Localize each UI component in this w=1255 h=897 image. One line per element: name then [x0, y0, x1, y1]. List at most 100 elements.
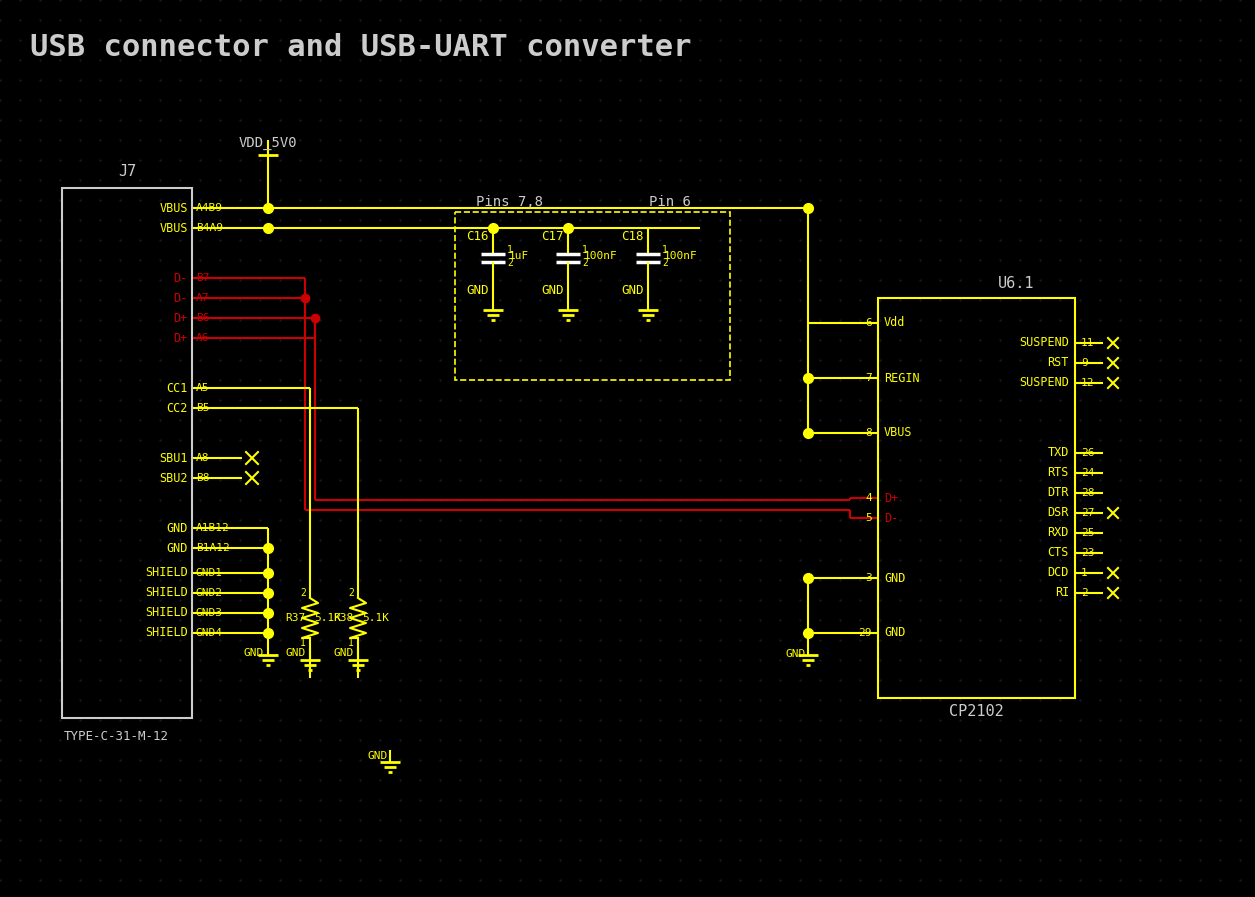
Text: TYPE-C-31-M-12: TYPE-C-31-M-12 [64, 729, 169, 743]
Text: 11: 11 [1081, 338, 1094, 348]
Text: Vdd: Vdd [884, 317, 905, 329]
Text: 9: 9 [1081, 358, 1088, 368]
Text: SHIELD: SHIELD [146, 567, 188, 579]
Text: 1uF: 1uF [510, 251, 530, 261]
Text: 7: 7 [865, 373, 872, 383]
Text: B4A9: B4A9 [196, 223, 223, 233]
Text: J7: J7 [118, 164, 136, 179]
Text: CC1: CC1 [167, 381, 188, 395]
Text: GND: GND [621, 283, 644, 297]
Text: 1: 1 [1081, 568, 1088, 578]
Text: SHIELD: SHIELD [146, 606, 188, 620]
Text: CC2: CC2 [167, 402, 188, 414]
Text: GND: GND [167, 521, 188, 535]
Text: A5: A5 [196, 383, 210, 393]
Text: GND: GND [368, 751, 388, 761]
Text: VBUS: VBUS [159, 202, 188, 214]
Text: 26: 26 [1081, 448, 1094, 458]
Text: 100nF: 100nF [584, 251, 617, 261]
Text: B6: B6 [196, 313, 210, 323]
Text: D-: D- [173, 292, 188, 304]
Text: 27: 27 [1081, 508, 1094, 518]
Text: VBUS: VBUS [159, 222, 188, 234]
Text: 100nF: 100nF [664, 251, 698, 261]
Text: B1A12: B1A12 [196, 543, 230, 553]
Text: SUSPEND: SUSPEND [1019, 377, 1069, 389]
Text: 25: 25 [1081, 528, 1094, 538]
Text: 1: 1 [507, 245, 513, 255]
Text: GND1: GND1 [196, 568, 223, 578]
Text: RI: RI [1054, 587, 1069, 599]
Text: VDD_5V0: VDD_5V0 [238, 136, 297, 150]
Text: DTR: DTR [1048, 486, 1069, 500]
Text: 1: 1 [348, 638, 354, 648]
Text: B7: B7 [196, 273, 210, 283]
Text: 2: 2 [582, 258, 587, 268]
Text: 1: 1 [661, 245, 668, 255]
Text: RXD: RXD [1048, 527, 1069, 539]
Text: R38: R38 [334, 613, 354, 623]
Text: 2: 2 [507, 258, 513, 268]
Text: U6.1: U6.1 [998, 276, 1035, 292]
Text: D-: D- [173, 272, 188, 284]
Text: B5: B5 [196, 403, 210, 413]
Bar [878, 298, 1076, 698]
Text: GND4: GND4 [196, 628, 223, 638]
Text: SBU1: SBU1 [159, 451, 188, 465]
Text: D+: D+ [884, 492, 899, 504]
Text: SUSPEND: SUSPEND [1019, 336, 1069, 350]
Text: SHIELD: SHIELD [146, 587, 188, 599]
Text: C16: C16 [467, 230, 489, 242]
Text: GND: GND [541, 283, 563, 297]
Text: 4: 4 [865, 493, 872, 503]
Bar [456, 212, 730, 380]
Text: R37: R37 [286, 613, 306, 623]
Text: C17: C17 [541, 230, 563, 242]
Text: Pin 6: Pin 6 [649, 195, 692, 209]
Text: GND3: GND3 [196, 608, 223, 618]
Text: GND: GND [786, 649, 806, 659]
Text: 29: 29 [858, 628, 872, 638]
Text: REGIN: REGIN [884, 371, 920, 385]
Bar [61, 188, 192, 718]
Text: SBU2: SBU2 [159, 472, 188, 484]
Text: 5.1K: 5.1K [361, 613, 389, 623]
Text: 28: 28 [1081, 488, 1094, 498]
Text: GND: GND [243, 648, 264, 658]
Text: A1B12: A1B12 [196, 523, 230, 533]
Text: D+: D+ [173, 311, 188, 325]
Text: A7: A7 [196, 293, 210, 303]
Text: SHIELD: SHIELD [146, 626, 188, 640]
Text: A8: A8 [196, 453, 210, 463]
Text: 1: 1 [300, 638, 306, 648]
Text: 2: 2 [348, 588, 354, 598]
Text: CP2102: CP2102 [949, 704, 1004, 719]
Text: 2: 2 [300, 588, 306, 598]
Text: GND: GND [467, 283, 489, 297]
Text: CTS: CTS [1048, 546, 1069, 560]
Text: GND: GND [167, 542, 188, 554]
Text: RST: RST [1048, 356, 1069, 370]
Text: GND: GND [286, 648, 306, 658]
Text: 2: 2 [661, 258, 668, 268]
Text: GND: GND [334, 648, 354, 658]
Text: RTS: RTS [1048, 466, 1069, 480]
Text: USB connector and USB-UART converter: USB connector and USB-UART converter [30, 33, 692, 63]
Text: C18: C18 [621, 230, 644, 242]
Text: 5.1K: 5.1K [314, 613, 341, 623]
Text: GND: GND [884, 571, 905, 585]
Text: TXD: TXD [1048, 447, 1069, 459]
Text: 1: 1 [582, 245, 587, 255]
Text: 23: 23 [1081, 548, 1094, 558]
Text: 3: 3 [865, 573, 872, 583]
Text: GND2: GND2 [196, 588, 223, 598]
Text: 2: 2 [1081, 588, 1088, 598]
Text: A4B9: A4B9 [196, 203, 223, 213]
Text: B8: B8 [196, 473, 210, 483]
Text: 5: 5 [865, 513, 872, 523]
Text: 8: 8 [865, 428, 872, 438]
Text: A6: A6 [196, 333, 210, 343]
Text: 24: 24 [1081, 468, 1094, 478]
Text: VBUS: VBUS [884, 426, 912, 440]
Text: D+: D+ [173, 332, 188, 344]
